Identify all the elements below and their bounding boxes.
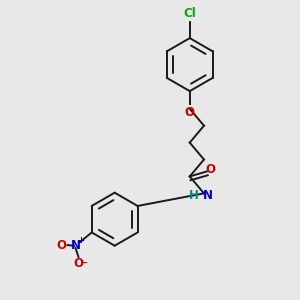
Text: O: O bbox=[57, 238, 67, 252]
Text: O: O bbox=[74, 257, 83, 271]
Text: H: H bbox=[189, 189, 199, 202]
Text: −: − bbox=[80, 258, 88, 268]
Text: N: N bbox=[202, 189, 212, 202]
Text: +: + bbox=[77, 236, 84, 245]
Text: N: N bbox=[70, 239, 80, 252]
Text: O: O bbox=[206, 163, 215, 176]
Text: O: O bbox=[185, 106, 195, 119]
Text: Cl: Cl bbox=[183, 7, 196, 20]
